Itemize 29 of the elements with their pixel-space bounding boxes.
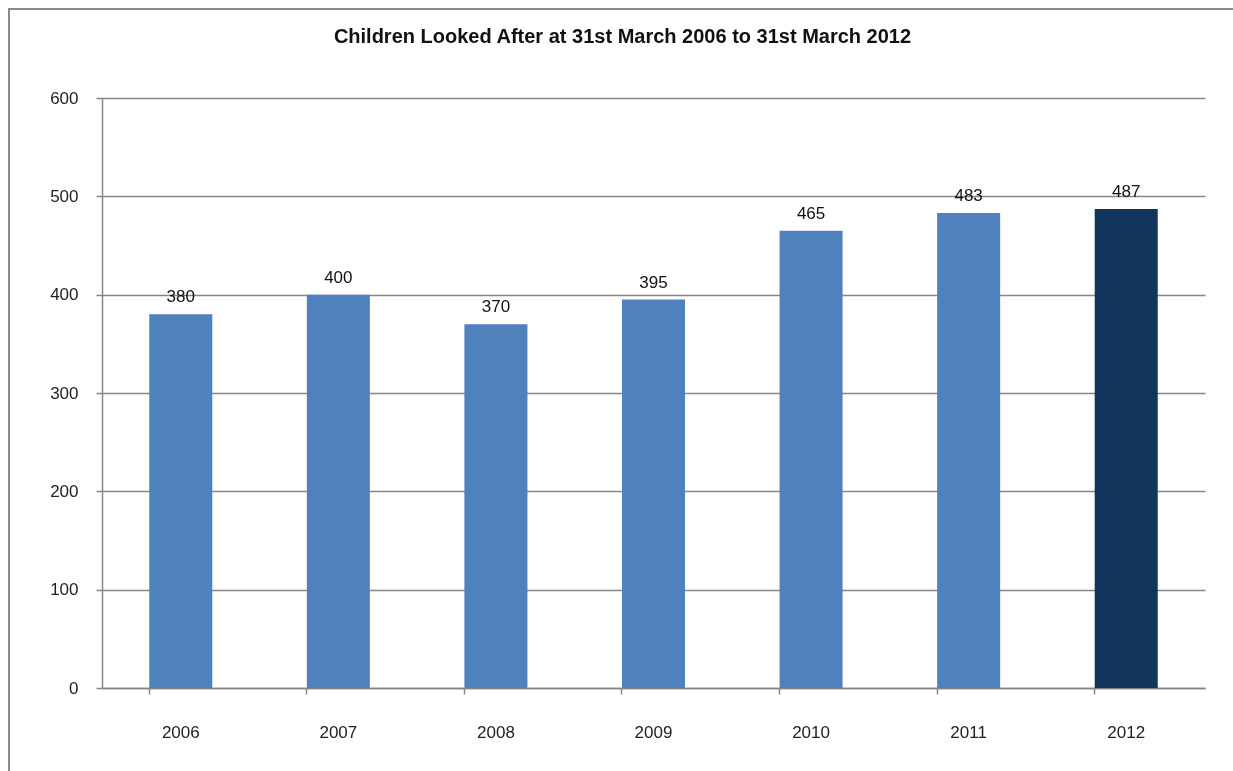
x-tick-label: 2008 (477, 722, 515, 742)
y-tick-label: 500 (50, 186, 79, 206)
data-label: 395 (639, 272, 668, 292)
bar (149, 314, 213, 688)
x-tick-label: 2009 (634, 722, 673, 742)
chart-title: Children Looked After at 31st March 2006 to 31st March 2012 (333, 25, 912, 47)
y-tick-label: 200 (50, 481, 79, 501)
x-tick-label: 2012 (1107, 722, 1146, 742)
bar (621, 299, 686, 688)
x-tick-label: 2010 (792, 722, 830, 742)
x-tick-label: 2006 (161, 722, 200, 742)
y-tick-label: 400 (50, 285, 79, 305)
data-label: 380 (166, 287, 195, 307)
bar (937, 213, 1001, 688)
y-tick-label: 300 (50, 383, 79, 403)
data-label: 465 (796, 203, 826, 223)
bar (306, 294, 370, 688)
bar (1094, 209, 1158, 688)
data-label: 487 (1112, 182, 1141, 202)
bar (779, 230, 843, 688)
y-tick-label: 600 (50, 88, 79, 108)
x-tick-label: 2011 (950, 722, 987, 742)
data-label: 483 (954, 186, 983, 206)
data-label: 400 (324, 267, 353, 287)
bar (464, 324, 528, 688)
data-label: 370 (481, 297, 511, 317)
x-tick-label: 2007 (319, 722, 358, 742)
y-tick-label: 100 (50, 580, 79, 600)
y-tick-label: 0 (69, 678, 79, 698)
